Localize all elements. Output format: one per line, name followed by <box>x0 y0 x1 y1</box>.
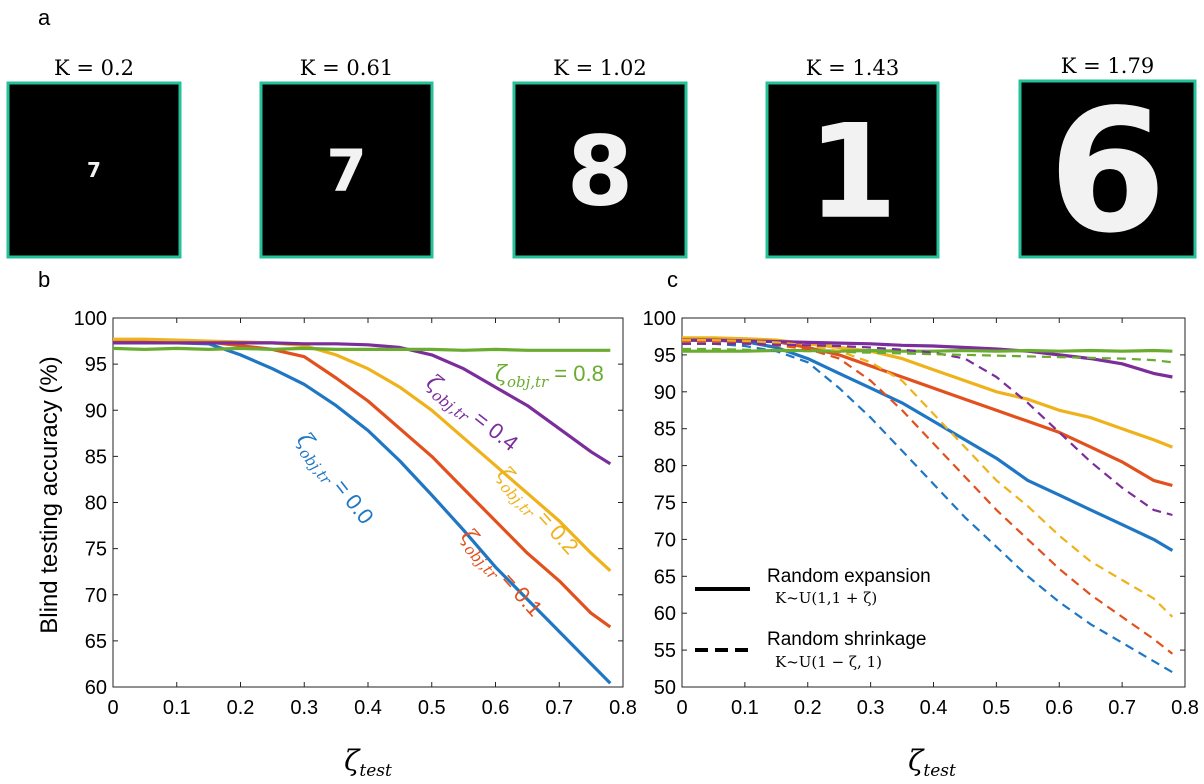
series-line-orange-dashed <box>682 339 1174 618</box>
y-tick-label: 90 <box>85 400 107 422</box>
digit-image <box>259 81 434 259</box>
series-label-main: ζ <box>495 362 509 387</box>
x-tick-label: 0.6 <box>1045 697 1073 719</box>
y-tick-label: 55 <box>654 640 676 662</box>
legend-shrinkage-label: Random shrinkage <box>767 629 926 650</box>
x-tick-label: 0.3 <box>857 697 885 719</box>
legend-expansion-label: Random expansion <box>767 566 931 587</box>
y-tick-label: 60 <box>654 603 676 625</box>
x-tick-label: 0.4 <box>920 697 948 719</box>
panel-label-a: a <box>38 5 51 30</box>
digit-tile: K = 0.2 7 <box>6 56 182 259</box>
handwritten-digit: 8 <box>567 116 634 228</box>
series-line-purple <box>682 338 1173 379</box>
digit-tile: K = 1.796 <box>1018 54 1197 271</box>
x-tick-label: 0.4 <box>354 697 382 719</box>
series-label-orange: ζobj,tr = 0.2 <box>489 462 584 563</box>
x-tick-label: 0.5 <box>982 697 1010 719</box>
chart-c-xlabel-sub: test <box>923 761 956 781</box>
y-tick-label: 60 <box>85 677 107 699</box>
series-label-value: = 0.8 <box>548 361 604 386</box>
series-line-purple <box>113 341 612 466</box>
y-tick-label: 90 <box>654 382 676 404</box>
plot-frame <box>681 317 1186 688</box>
chart-c: 0 0.1 0.2 0.3 0.4 0.5 0.6 0.7 0.8 50 55 60 65 70 75 80 8… <box>643 308 1199 719</box>
handwritten-digit: 1 <box>807 96 897 248</box>
y-tick-label: 80 <box>85 493 107 515</box>
series-line-red <box>682 338 1173 488</box>
digit-k-label: K = 0.61 <box>300 56 393 80</box>
series-label-red: ζobj,tr = 0.1 <box>453 524 548 625</box>
x-tick-label: 0.5 <box>418 697 446 719</box>
digit-k-label: K = 1.02 <box>553 56 646 80</box>
series-label-blue: ζobj,tr = 0.0 <box>288 428 379 532</box>
y-tick-label: 65 <box>654 566 676 588</box>
chart-c-xlabel-main: ζ <box>908 744 925 777</box>
handwritten-digit: 7 <box>326 137 366 205</box>
y-tick-label: 100 <box>643 308 676 330</box>
chart-c-legend: Random expansion K~U(1,1 + ζ) Random shr… <box>695 566 931 671</box>
digit-tile: K = 1.02 8 <box>512 56 688 259</box>
digit-k-label: K = 0.2 <box>54 56 134 80</box>
x-tick-label: 0.3 <box>290 697 318 719</box>
y-tick-label: 70 <box>654 529 676 551</box>
x-tick-label: 0 <box>676 697 687 719</box>
digit-image <box>6 81 182 259</box>
digit-k-label: K = 1.43 <box>806 56 899 80</box>
handwritten-digit: 7 <box>87 158 101 182</box>
chart-c-xlabel: ζtest <box>908 744 956 781</box>
chart-b-ylabel: Blind testing accuracy (%) <box>36 356 63 633</box>
x-tick-label: 0.8 <box>609 697 637 719</box>
y-tick-label: 70 <box>85 585 107 607</box>
x-tick-label: 0 <box>107 697 118 719</box>
series-line-orange <box>682 336 1173 449</box>
digit-k-label: K = 1.79 <box>1061 54 1154 78</box>
y-tick-label: 85 <box>654 419 676 441</box>
digit-image <box>765 81 940 259</box>
y-tick-label: 50 <box>654 677 676 699</box>
panel-label-c: c <box>667 267 678 292</box>
x-tick-label: 0.2 <box>794 697 822 719</box>
chart-b-xlabel-main: ζ <box>344 744 361 777</box>
y-tick-label: 85 <box>85 446 107 468</box>
series-line-blue <box>682 338 1174 552</box>
chart-b-xlabel: ζtest <box>344 744 392 781</box>
panel-label-b: b <box>38 267 50 292</box>
x-tick-label: 0.1 <box>731 697 759 719</box>
x-tick-label: 0.2 <box>227 697 255 719</box>
series-line-green <box>112 346 611 352</box>
y-tick-label: 75 <box>654 493 676 515</box>
x-tick-label: 0.6 <box>482 697 510 719</box>
x-tick-label: 0.7 <box>545 697 573 719</box>
series-label-value: = 0.0 <box>325 470 379 529</box>
digit-tile: K = 0.61 7 <box>259 56 434 259</box>
legend-expansion-formula: K~U(1,1 + ζ) <box>775 589 877 607</box>
y-tick-label: 95 <box>654 345 676 367</box>
digit-tile: K = 1.43 1 <box>765 56 940 259</box>
x-tick-label: 0.1 <box>163 697 191 719</box>
series-line-orange <box>113 337 612 572</box>
chart-b: 0 0.1 0.2 0.3 0.4 0.5 0.6 0.7 0.8 60 65 70 75 80 85 90 9… <box>74 308 637 719</box>
series-line-blue-dashed <box>682 342 1173 674</box>
handwritten-digit: 6 <box>1048 73 1166 271</box>
series-label-value: = 0.2 <box>528 501 584 559</box>
y-tick-label: 100 <box>74 308 107 330</box>
legend-shrinkage-formula: K~U(1 − ζ, 1) <box>775 653 882 671</box>
y-tick-label: 65 <box>85 631 107 653</box>
digit-image <box>1018 79 1197 259</box>
series-line-red-dashed <box>682 340 1174 655</box>
x-tick-label: 0.7 <box>1108 697 1136 719</box>
series-line-green-dashed <box>682 347 1173 364</box>
y-tick-label: 95 <box>85 354 107 376</box>
digit-image <box>512 81 688 259</box>
series-line-purple-dashed <box>682 342 1173 517</box>
chart-b-xlabel-sub: test <box>359 761 392 781</box>
y-tick-label: 75 <box>85 539 107 561</box>
x-tick-label: 0.8 <box>1171 697 1199 719</box>
y-tick-label: 80 <box>654 456 676 478</box>
series-label-green: ζobj,tr = 0.8 <box>495 361 604 391</box>
series-label-sub: obj,tr <box>507 373 549 391</box>
